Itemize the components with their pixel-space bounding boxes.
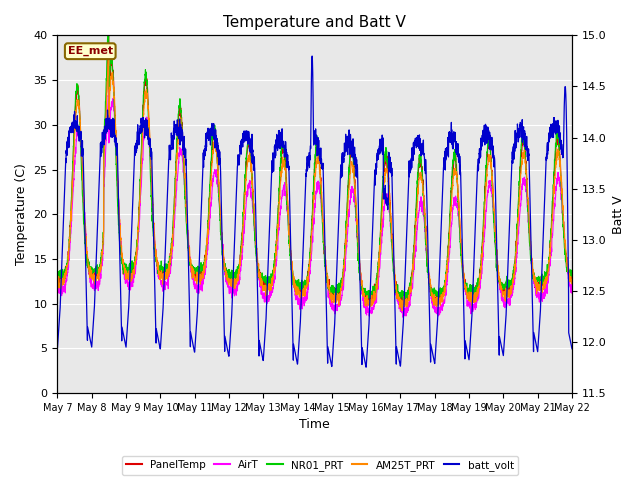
AM25T_PRT [143, 92, 150, 97]
NR01_PRT [503, 280, 511, 286]
Line: AM25T_PRT: AM25T_PRT [58, 45, 572, 311]
PanelTemp [54, 271, 61, 277]
AirT [54, 281, 61, 287]
AM25T_PRT [398, 308, 406, 313]
Line: PanelTemp: PanelTemp [58, 36, 572, 304]
NR01_PRT [558, 204, 566, 210]
AM25T_PRT [113, 140, 120, 146]
PanelTemp [143, 76, 150, 82]
PanelTemp [568, 275, 576, 281]
batt_volt [568, 346, 576, 352]
AirT [503, 296, 511, 301]
AirT [105, 81, 113, 87]
batt_volt [273, 142, 281, 148]
Title: Temperature and Batt V: Temperature and Batt V [223, 15, 406, 30]
AM25T_PRT [558, 193, 566, 199]
batt_volt [308, 53, 316, 59]
AirT [558, 210, 566, 216]
AirT [273, 243, 281, 249]
NR01_PRT [143, 82, 150, 87]
batt_volt [112, 135, 120, 141]
batt_volt [143, 131, 150, 136]
NR01_PRT [54, 275, 61, 280]
NR01_PRT [251, 233, 259, 239]
AirT [399, 314, 406, 320]
AM25T_PRT [273, 233, 281, 239]
batt_volt [54, 346, 61, 352]
AM25T_PRT [54, 279, 61, 285]
batt_volt [558, 148, 566, 154]
PanelTemp [273, 223, 281, 229]
AM25T_PRT [503, 291, 511, 297]
AirT [113, 144, 120, 150]
PanelTemp [558, 193, 566, 199]
NR01_PRT [568, 272, 576, 277]
PanelTemp [251, 226, 259, 232]
PanelTemp [105, 33, 113, 38]
batt_volt [362, 364, 370, 370]
Text: EE_met: EE_met [68, 46, 113, 56]
AirT [143, 114, 150, 120]
Y-axis label: Batt V: Batt V [612, 195, 625, 234]
PanelTemp [435, 301, 442, 307]
AM25T_PRT [568, 278, 576, 284]
Y-axis label: Temperature (C): Temperature (C) [15, 163, 28, 265]
Line: NR01_PRT: NR01_PRT [58, 36, 572, 301]
NR01_PRT [396, 299, 403, 304]
X-axis label: Time: Time [300, 419, 330, 432]
NR01_PRT [273, 229, 281, 235]
AirT [251, 233, 259, 239]
Line: batt_volt: batt_volt [58, 56, 572, 367]
NR01_PRT [113, 161, 120, 167]
Legend: PanelTemp, AirT, NR01_PRT, AM25T_PRT, batt_volt: PanelTemp, AirT, NR01_PRT, AM25T_PRT, ba… [122, 456, 518, 475]
NR01_PRT [104, 33, 111, 38]
PanelTemp [503, 290, 511, 296]
PanelTemp [113, 149, 120, 155]
Line: AirT: AirT [58, 84, 572, 317]
AirT [568, 282, 576, 288]
batt_volt [251, 166, 259, 171]
AM25T_PRT [105, 42, 113, 48]
batt_volt [503, 294, 511, 300]
AM25T_PRT [251, 224, 259, 229]
